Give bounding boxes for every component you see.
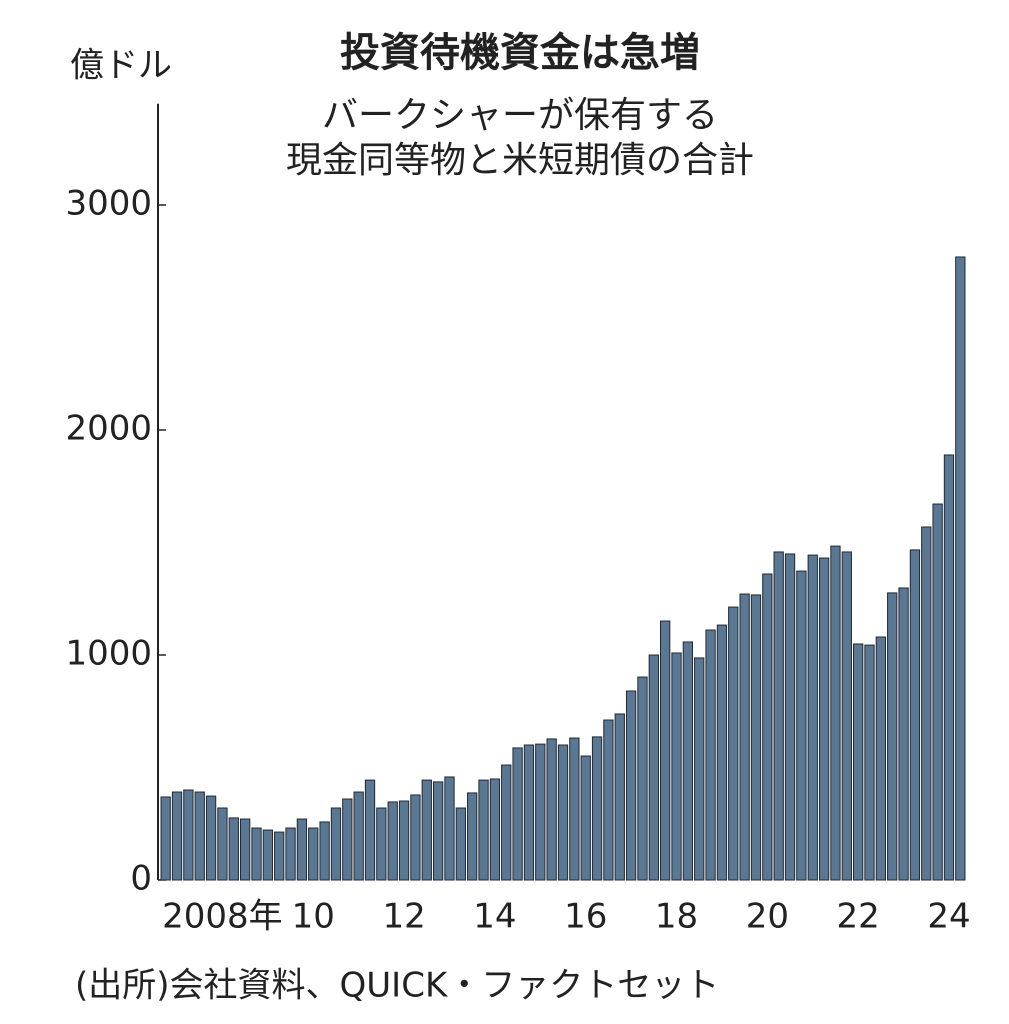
bar: [546, 738, 557, 881]
bar: [694, 657, 705, 881]
bar: [591, 736, 603, 881]
bar: [773, 551, 784, 881]
bar: [660, 620, 671, 881]
bar: [205, 795, 217, 881]
bar: [569, 737, 580, 881]
bar: [217, 807, 228, 881]
bar: [523, 744, 535, 881]
bar: [818, 557, 830, 881]
bar: [603, 719, 614, 881]
bar: [716, 624, 728, 881]
bar: [784, 553, 796, 881]
bar: [387, 801, 398, 881]
bar: [682, 641, 694, 881]
chart-subtitle: バークシャーが保有する: [322, 95, 718, 136]
bar: [671, 652, 682, 881]
bar: [444, 776, 455, 881]
bar: [648, 654, 659, 881]
bar: [421, 779, 432, 881]
bar: [251, 827, 262, 881]
bar: [262, 829, 273, 881]
bar: [762, 573, 773, 881]
bar: [807, 554, 818, 881]
bar: [342, 798, 353, 881]
bar: [898, 587, 909, 881]
y-tick-label: 3000: [65, 184, 152, 224]
y-axis-label: 億ドル: [70, 46, 172, 86]
bar: [955, 256, 966, 881]
bar: [739, 593, 750, 881]
y-tick-label: 2000: [65, 409, 152, 449]
bar: [319, 821, 330, 881]
bar: [875, 636, 887, 881]
bar: [796, 570, 807, 881]
bar: [887, 592, 898, 881]
bar: [750, 594, 762, 881]
x-tick-label: 16: [564, 897, 607, 937]
bar: [353, 791, 364, 881]
bar: [580, 755, 591, 881]
bar: [432, 781, 444, 881]
x-tick-label: 14: [473, 897, 516, 937]
x-tick-label: 20: [746, 897, 789, 937]
bar: [467, 792, 478, 881]
bar: [909, 549, 921, 881]
chart-subtitle: 現金同等物と米短期債の合計: [286, 140, 754, 181]
source-note: (出所)会社資料、QUICK・ファクトセット: [75, 966, 719, 1006]
bar: [274, 831, 285, 881]
bar: [160, 796, 171, 881]
bar: [625, 690, 637, 881]
bar: [535, 743, 546, 881]
x-tick-label: 12: [382, 897, 425, 937]
bar: [194, 791, 205, 881]
bar: [943, 454, 955, 881]
bar: [183, 789, 194, 881]
bar: [478, 779, 489, 881]
bar: [376, 807, 387, 881]
bar: [921, 526, 932, 881]
bar: [557, 744, 569, 881]
bar: [637, 676, 648, 881]
bar: [285, 827, 296, 881]
x-tick-label: 10: [292, 897, 335, 937]
bar: [455, 807, 466, 881]
bar: [614, 713, 625, 881]
x-tick-label: 2008年: [162, 897, 283, 937]
bar: [308, 827, 319, 881]
bar: [364, 779, 376, 881]
bar: [296, 818, 308, 881]
y-tick-label: 1000: [65, 634, 152, 674]
bar: [330, 807, 342, 881]
x-tick-label: 24: [927, 897, 970, 937]
bar: [864, 644, 875, 881]
bar: [830, 545, 841, 881]
chart-title: 投資待機資金は急増: [340, 30, 700, 76]
bar: [728, 606, 739, 881]
bar: [705, 629, 716, 881]
bar: [171, 791, 183, 881]
bar: [228, 817, 239, 881]
bar: [410, 794, 421, 881]
bar: [501, 764, 512, 881]
bar: [853, 643, 864, 881]
bar: [841, 551, 852, 881]
bar: [489, 778, 501, 881]
y-tick-label: 0: [130, 859, 152, 899]
bar: [398, 800, 410, 881]
x-tick-label: 18: [655, 897, 698, 937]
x-tick-label: 22: [837, 897, 880, 937]
bar: [512, 747, 523, 881]
bar: [239, 818, 251, 881]
bar: [932, 503, 943, 881]
